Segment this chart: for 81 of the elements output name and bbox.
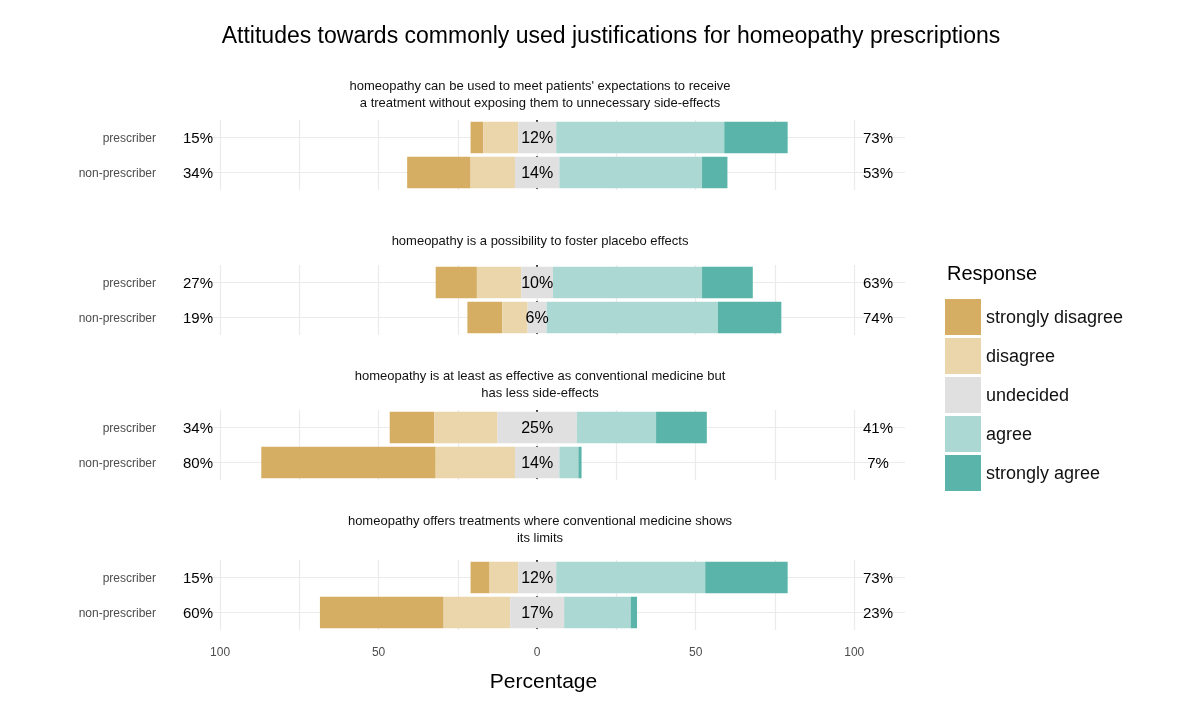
annotation: 23% xyxy=(862,604,894,621)
y-tick-label: prescriber xyxy=(102,275,156,290)
bar xyxy=(434,411,498,444)
bar xyxy=(559,156,703,189)
data-label: 12% xyxy=(521,569,554,586)
bar xyxy=(576,411,657,444)
bar xyxy=(656,411,707,444)
bar xyxy=(319,596,444,629)
y-tick-label: non-prescriber xyxy=(78,165,156,180)
chart-subtitle: homeopathy offers treatments where conventional medicine shows its limits xyxy=(347,513,733,545)
chart-title: Attitudes towards commonly used justifications for homeopathy prescriptions xyxy=(221,21,1001,48)
data-label: 14% xyxy=(521,164,554,181)
bar xyxy=(502,301,528,334)
annotation: 53% xyxy=(862,164,894,181)
x-tick-label: 0 xyxy=(533,645,541,659)
bar xyxy=(553,266,703,299)
bar xyxy=(470,561,490,594)
y-tick-label: non-prescriber xyxy=(78,310,156,325)
bar xyxy=(717,301,782,334)
bar xyxy=(407,156,471,189)
bar xyxy=(578,446,582,479)
data-label: 17% xyxy=(521,604,554,621)
x-tick-label: 100 xyxy=(210,645,231,659)
bar xyxy=(705,561,788,594)
annotation: 73% xyxy=(862,569,894,586)
annotation: 34% xyxy=(182,164,214,181)
data-label: 12% xyxy=(521,129,554,146)
legend-title: Response xyxy=(947,262,1038,284)
y-tick-label: prescriber xyxy=(102,130,156,145)
y-tick-label: non-prescriber xyxy=(78,455,156,470)
bar xyxy=(443,596,511,629)
x-tick-label: 50 xyxy=(689,645,703,659)
annotation: 19% xyxy=(182,309,214,326)
x-axis-title: Percentage xyxy=(489,669,598,692)
legend-label: strongly agree xyxy=(986,463,1101,483)
annotation: 34% xyxy=(182,419,214,436)
bar xyxy=(702,156,728,189)
bar xyxy=(476,266,522,299)
x-tick-label: 100 xyxy=(844,645,865,659)
bar xyxy=(261,446,436,479)
legend-label: disagree xyxy=(986,346,1056,366)
annotation: 74% xyxy=(862,309,894,326)
bar xyxy=(630,596,638,629)
bar xyxy=(724,121,788,154)
bar xyxy=(389,411,435,444)
annotation: 63% xyxy=(862,274,894,291)
data-label: 6% xyxy=(525,309,549,326)
data-label: 10% xyxy=(521,274,554,291)
y-tick-label: non-prescriber xyxy=(78,605,156,620)
bar xyxy=(556,121,725,154)
annotation: 27% xyxy=(182,274,214,291)
y-tick-label: prescriber xyxy=(102,420,156,435)
annotation: 7% xyxy=(867,454,889,471)
bar xyxy=(546,301,718,334)
bar xyxy=(435,266,477,299)
y-tick-label: prescriber xyxy=(102,570,156,585)
bar xyxy=(489,561,519,594)
legend-label: strongly disagree xyxy=(986,307,1124,327)
bar xyxy=(559,446,579,479)
chart-subtitle: homeopathy can be used to meet patients' expectations to receive a treatment without exposing them to unnecessary side-effects xyxy=(349,78,731,110)
legend-label: undecided xyxy=(986,385,1070,405)
data-label: 25% xyxy=(521,419,554,436)
annotation: 80% xyxy=(182,454,214,471)
bar xyxy=(470,121,484,154)
chart-subtitle: homeopathy is a possibility to foster placebo effects xyxy=(391,233,689,248)
bar xyxy=(470,156,515,189)
legend-label: agree xyxy=(986,424,1033,444)
bar xyxy=(467,301,503,334)
annotation: 15% xyxy=(182,129,214,146)
annotation: 15% xyxy=(182,569,214,586)
bar xyxy=(564,596,631,629)
bar xyxy=(702,266,753,299)
annotation: 41% xyxy=(862,419,894,436)
chart-subtitle: homeopathy is at least as effective as conventional medicine but has less side-effects xyxy=(354,368,726,400)
annotation: 60% xyxy=(182,604,214,621)
data-label: 14% xyxy=(521,454,554,471)
bar xyxy=(483,121,519,154)
x-tick-label: 50 xyxy=(371,645,386,659)
bar xyxy=(435,446,515,479)
annotation: 73% xyxy=(862,129,894,146)
bar xyxy=(556,561,706,594)
